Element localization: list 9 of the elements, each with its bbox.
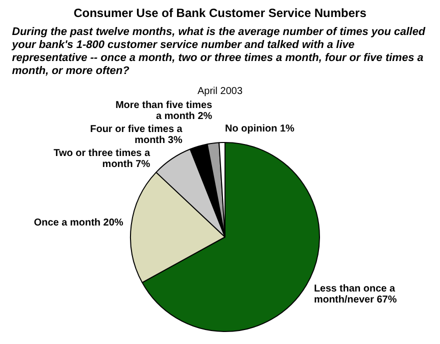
slice-label: No opinion 1%	[225, 123, 295, 134]
slice-label: Four or five times a month 3%	[90, 124, 183, 146]
text: April 2003	[196, 86, 244, 97]
slice-label: More than five times a month 2%	[115, 100, 213, 122]
chart-title: Consumer Use of Bank Customer Service Numbers	[72, 6, 368, 20]
slice-label: Less than once a month/never 67%	[314, 284, 397, 306]
chart-subtitle: During the past twelve months, what is the average number of times you called your bank's 1-800 customer service number and talked with a live representative -- once a month, two or three times a month, four or five times a month, or more often?	[12, 26, 426, 78]
slice-label: Two or three times a month 7%	[54, 148, 151, 170]
slice-label: Once a month 20%	[34, 218, 124, 229]
